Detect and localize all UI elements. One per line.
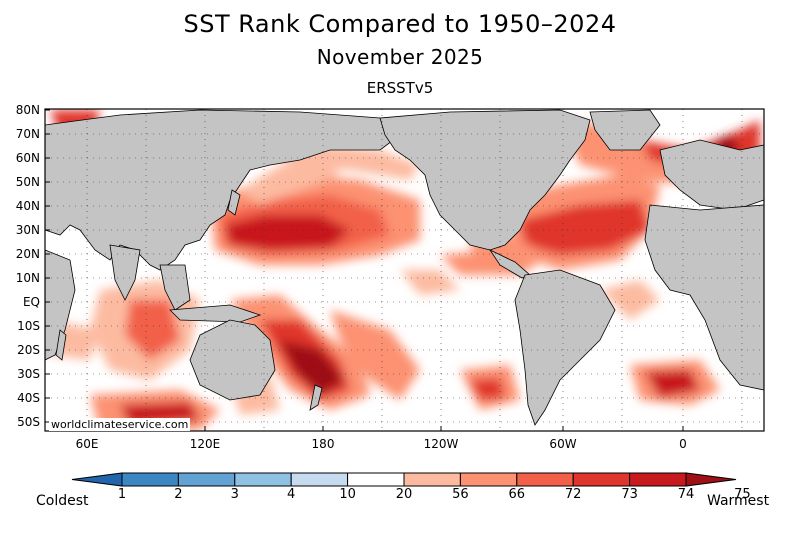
lat-label-60n: 60N [15, 151, 40, 165]
colorbar-tick-label: 1 [117, 487, 127, 502]
colorbar-tick-label: 74 [677, 487, 695, 502]
land-layer [45, 109, 764, 426]
lat-label-eq: EQ [22, 295, 40, 309]
lat-label-30s: 30S [17, 367, 40, 381]
lon-label-120w: 120W [423, 437, 459, 451]
africa-landmass-east [45, 249, 76, 361]
colorbar-tick-label: 66 [508, 487, 526, 502]
lat-label-40s: 40S [17, 391, 40, 405]
lat-label-40n: 40N [15, 199, 40, 213]
lat-label-20s: 20S [17, 343, 40, 357]
se-asia-landmass [159, 264, 191, 311]
south-america-landmass [514, 269, 616, 426]
colorbar-cells [71, 472, 737, 487]
colorbar-cell [347, 472, 405, 487]
lat-label-80n: 80N [15, 103, 40, 117]
colorbar-tick-label: 20 [395, 487, 413, 502]
map-subtitle: November 2025 [316, 45, 484, 69]
lat-label-30n: 30N [15, 223, 40, 237]
colorbar-cell [572, 472, 631, 487]
colorbar-tick-label: 10 [339, 487, 356, 502]
colorbar-high-label: Warmest [707, 493, 770, 509]
lat-label-50s: 50S [17, 415, 40, 429]
indonesia-landmass [169, 304, 262, 323]
colorbar-cell [177, 472, 236, 487]
map-frame [44, 108, 765, 432]
europe-landmass [659, 139, 764, 211]
greenland-landmass [589, 109, 661, 151]
north-america-landmass [379, 109, 591, 251]
source-credit: worldclimateservice.com [49, 418, 191, 431]
colorbar-cell [403, 472, 461, 487]
colorbar-cell [121, 472, 179, 487]
colorbar-cell [234, 472, 292, 487]
colorbar [71, 472, 737, 487]
lat-label-70n: 70N [15, 127, 40, 141]
colorbar-cell [290, 472, 349, 487]
colorbar-arrow-coldest [71, 472, 123, 487]
madagascar-landmass [55, 329, 67, 361]
colorbar-tick-label: 56 [452, 487, 469, 502]
lon-label-60e: 60E [75, 437, 99, 451]
lon-label-180: 180 [311, 437, 335, 451]
india-landmass [109, 244, 141, 301]
colorbar-cell [516, 472, 574, 487]
colorbar-tick-label: 73 [621, 487, 638, 502]
colorbar-cell [629, 472, 687, 487]
lon-label-120e: 120E [189, 437, 221, 451]
colorbar-low-label: Coldest [36, 493, 89, 509]
colorbar-cell [459, 472, 518, 487]
dataset-label: ERSSTv5 [366, 79, 434, 97]
australia-landmass [189, 319, 276, 401]
japan-landmass [227, 189, 241, 216]
colorbar-arrow-warmest [685, 472, 737, 487]
colorbar-tick-label: 75 [734, 487, 751, 502]
colorbar-tick-label: 4 [287, 487, 296, 502]
lat-label-10n: 10N [15, 271, 40, 285]
lat-label-50n: 50N [15, 175, 40, 189]
lon-label-60w: 60W [549, 437, 577, 451]
axis-ticks [45, 109, 684, 431]
lat-label-20n: 20N [15, 247, 40, 261]
colorbar-tick-label: 3 [230, 487, 239, 502]
lon-label-0: 0 [679, 437, 687, 451]
colorbar-tick-label: 72 [564, 487, 582, 502]
lat-label-10s: 10S [17, 319, 40, 333]
new-zealand-landmass [309, 384, 323, 411]
map-title: SST Rank Compared to 1950–2024 [183, 10, 617, 38]
sst-rank-map [44, 108, 765, 432]
colorbar-tick-label: 2 [174, 487, 183, 502]
